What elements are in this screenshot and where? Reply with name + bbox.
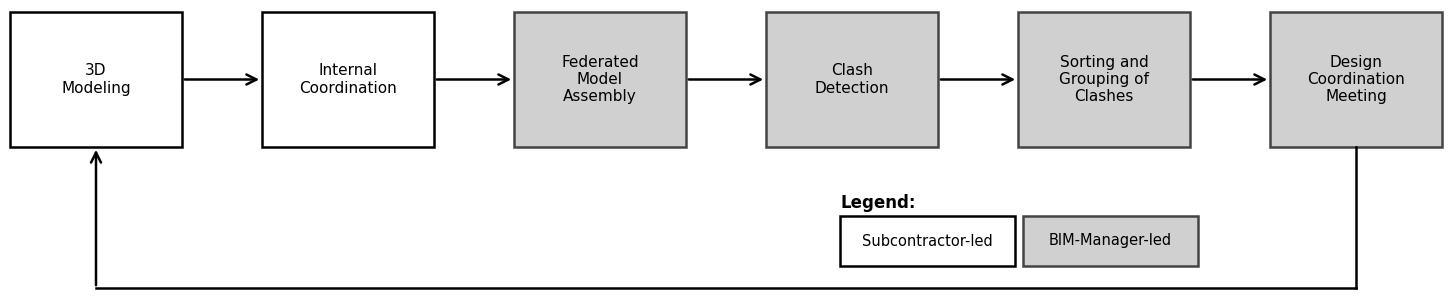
Text: Internal
Coordination: Internal Coordination bbox=[299, 63, 396, 96]
Bar bbox=[1270, 12, 1442, 147]
Bar bbox=[1018, 12, 1191, 147]
Bar bbox=[841, 216, 1015, 266]
Text: Federated
Model
Assembly: Federated Model Assembly bbox=[560, 55, 639, 104]
Text: Subcontractor-led: Subcontractor-led bbox=[862, 233, 993, 248]
Bar bbox=[10, 12, 181, 147]
Text: Clash
Detection: Clash Detection bbox=[815, 63, 889, 96]
Text: BIM-Manager-led: BIM-Manager-led bbox=[1048, 233, 1172, 248]
Text: Sorting and
Grouping of
Clashes: Sorting and Grouping of Clashes bbox=[1059, 55, 1149, 104]
Text: 3D
Modeling: 3D Modeling bbox=[61, 63, 131, 96]
Text: Design
Coordination
Meeting: Design Coordination Meeting bbox=[1307, 55, 1406, 104]
Bar bbox=[767, 12, 938, 147]
Text: Legend:: Legend: bbox=[841, 194, 916, 212]
Bar bbox=[261, 12, 434, 147]
Bar bbox=[1024, 216, 1198, 266]
Bar bbox=[514, 12, 685, 147]
